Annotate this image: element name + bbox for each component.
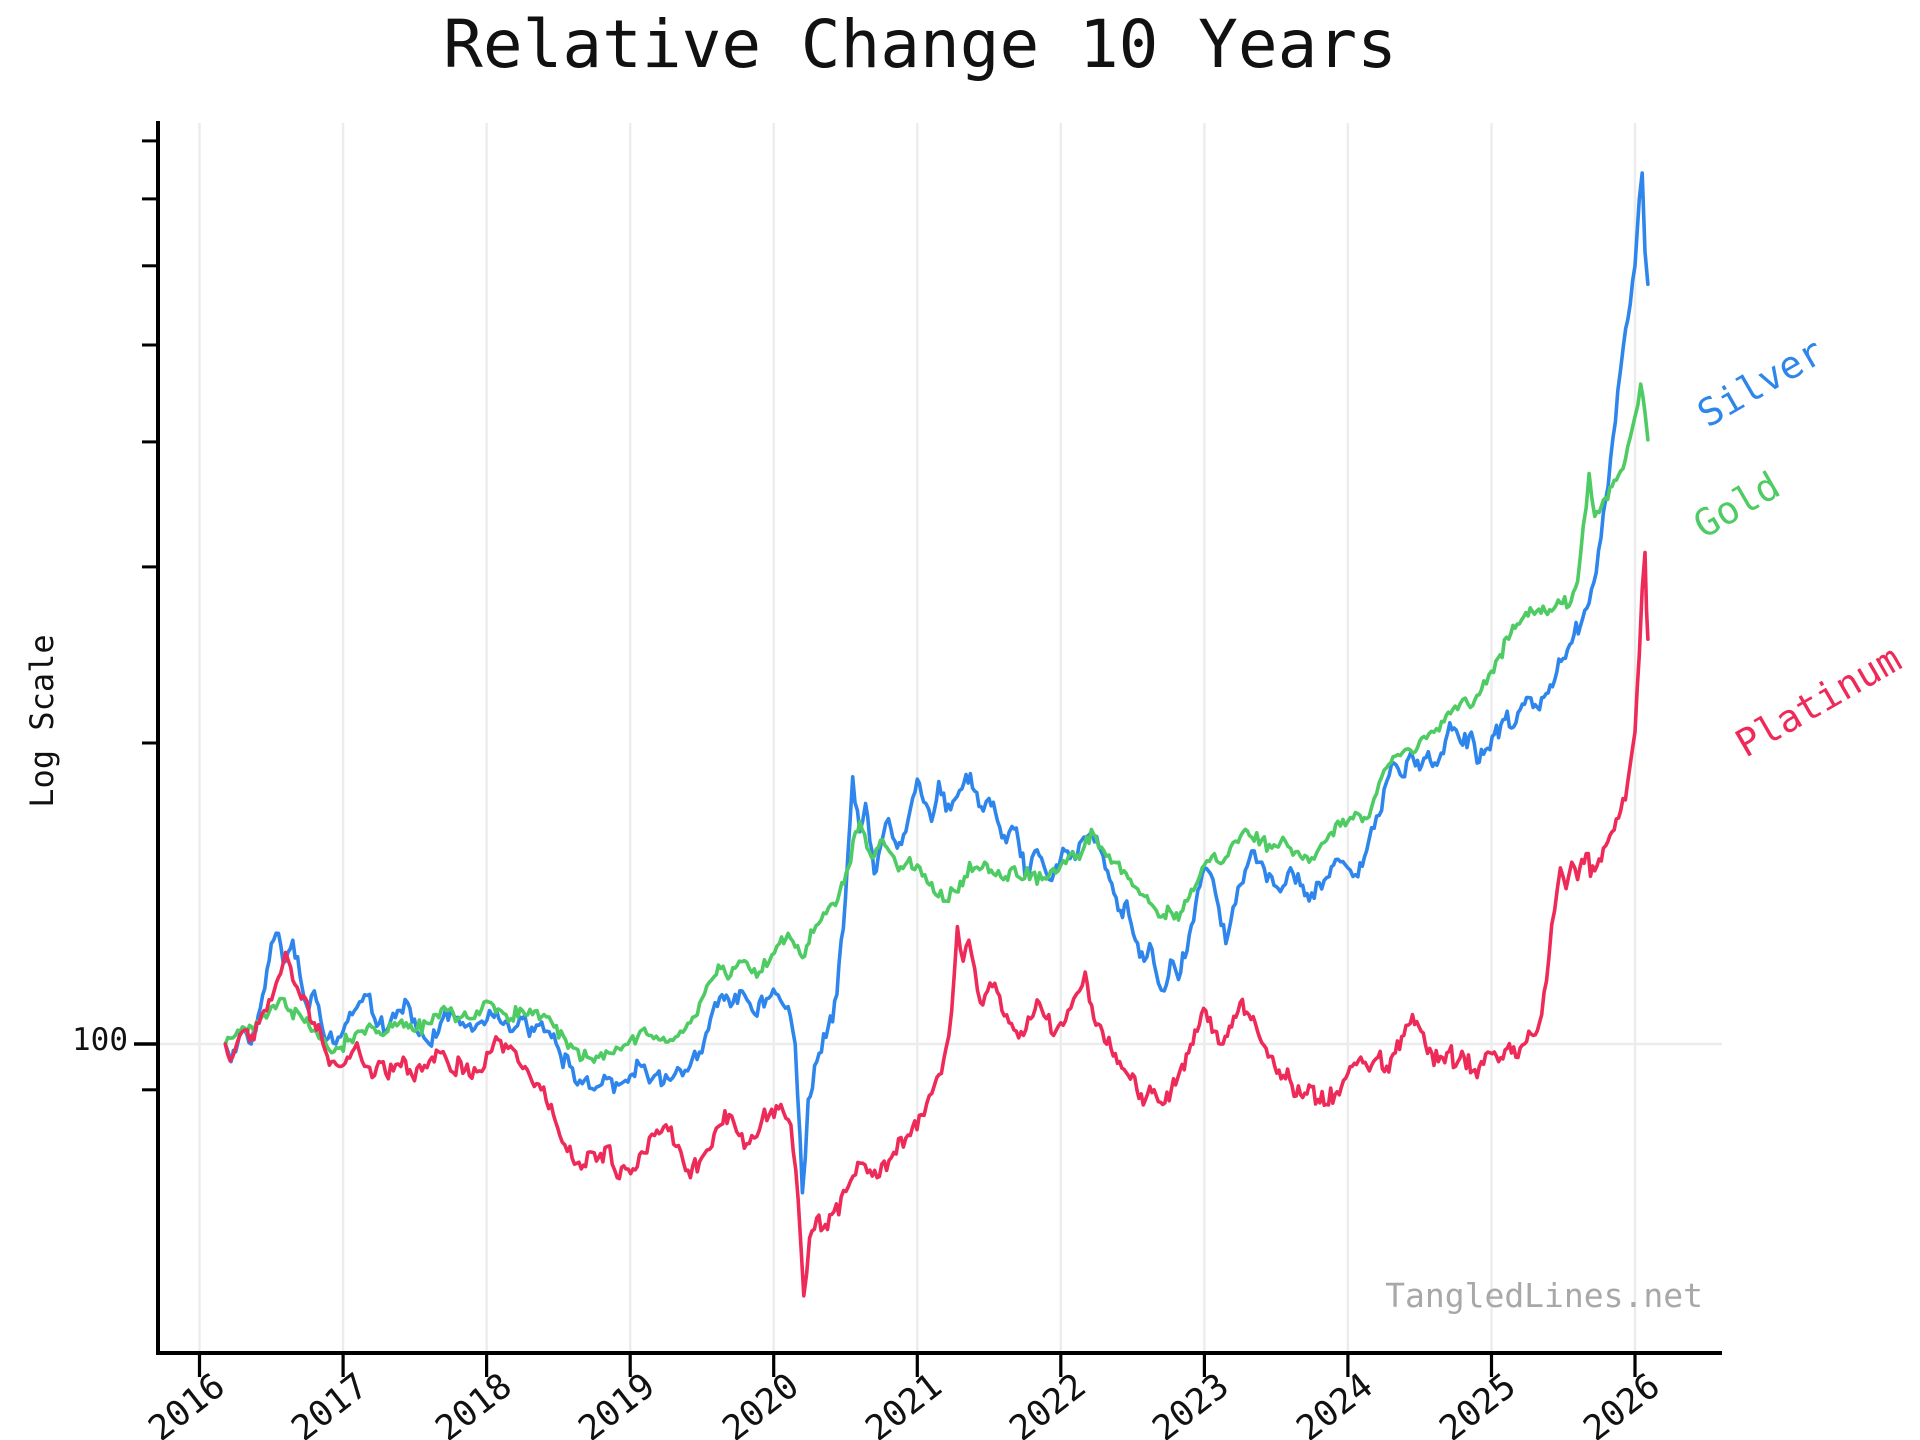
axes <box>134 121 1722 1377</box>
y-tick-label-100: 100 <box>72 1022 128 1058</box>
data-series-lines <box>223 171 1650 1298</box>
platinum-line <box>223 550 1650 1298</box>
chart-title: Relative Change 10 Years <box>443 6 1397 83</box>
silver-line <box>223 171 1650 1195</box>
watermark: TangledLines.net <box>1385 1276 1703 1315</box>
gridlines <box>160 123 1722 1353</box>
gold-line <box>223 382 1650 1064</box>
y-axis-label: Log Scale <box>23 634 61 808</box>
